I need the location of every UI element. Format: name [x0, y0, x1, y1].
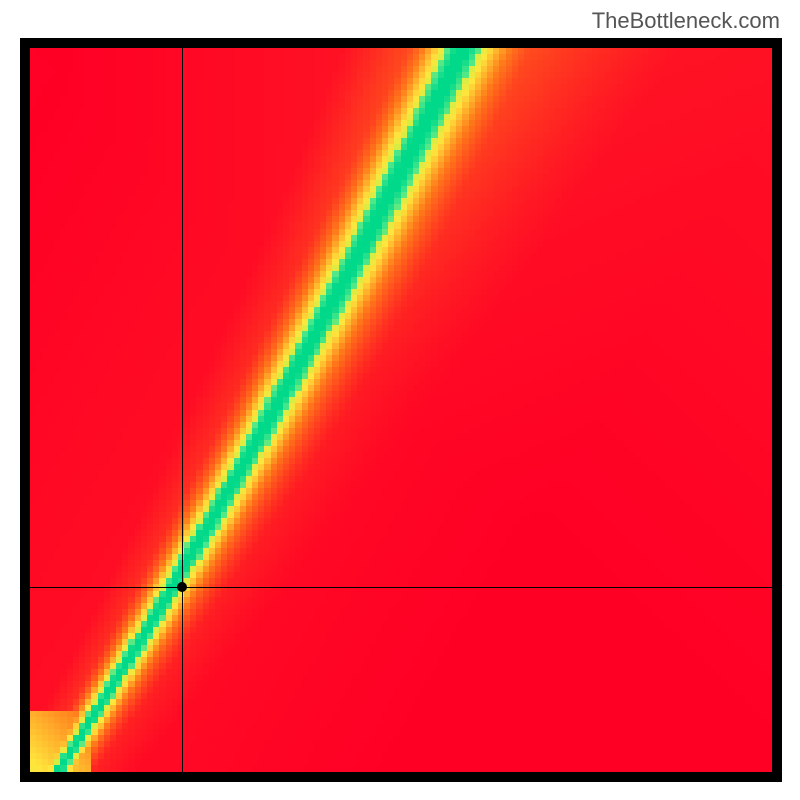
chart-container: TheBottleneck.com [0, 0, 800, 800]
plot-border [20, 38, 782, 782]
watermark-text: TheBottleneck.com [592, 8, 780, 34]
